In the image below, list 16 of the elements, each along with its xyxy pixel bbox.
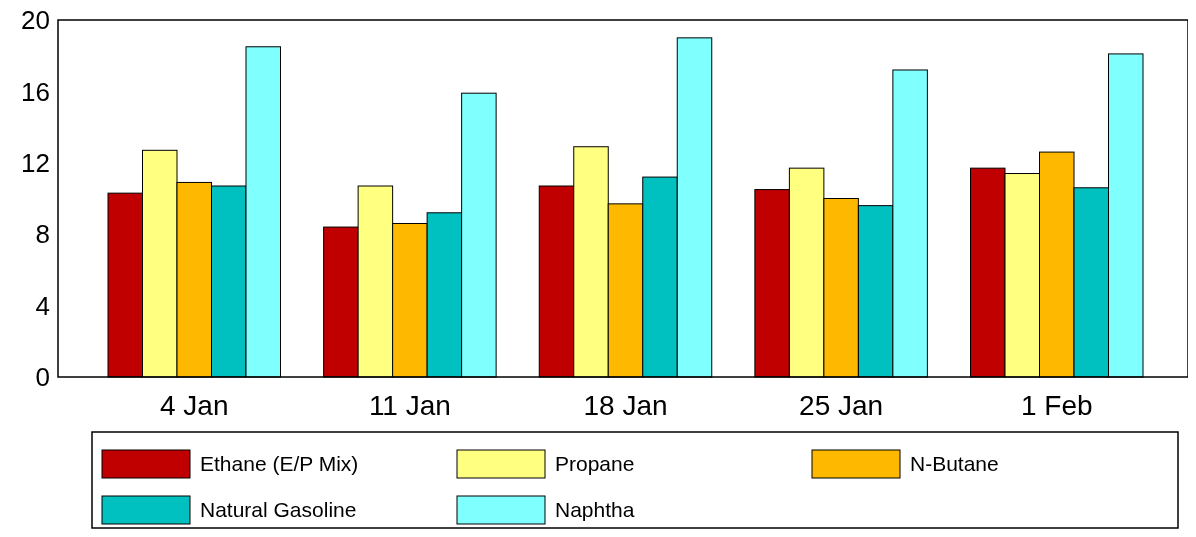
y-tick-label: 8 xyxy=(35,219,50,250)
y-tick-label: 16 xyxy=(21,76,50,107)
x-tick-label: 11 Jan xyxy=(368,390,451,421)
legend-label: Propane xyxy=(555,452,635,476)
legend-label: N-Butane xyxy=(910,452,999,476)
y-tick-label: 20 xyxy=(21,5,50,36)
y-tick-label: 12 xyxy=(21,147,50,178)
x-tick-label: 4 Jan xyxy=(160,390,229,421)
x-tick-label: 1 Feb xyxy=(1020,390,1093,421)
x-tick-label: 18 Jan xyxy=(583,390,668,421)
legend-label: Natural Gasoline xyxy=(200,498,357,522)
legend-label: Ethane (E/P Mix) xyxy=(200,452,359,476)
x-tick-label: 25 Jan xyxy=(799,390,884,421)
y-tick-label: 4 xyxy=(35,290,50,321)
y-tick-label: 0 xyxy=(35,362,50,393)
legend-label: Naphtha xyxy=(555,498,635,522)
